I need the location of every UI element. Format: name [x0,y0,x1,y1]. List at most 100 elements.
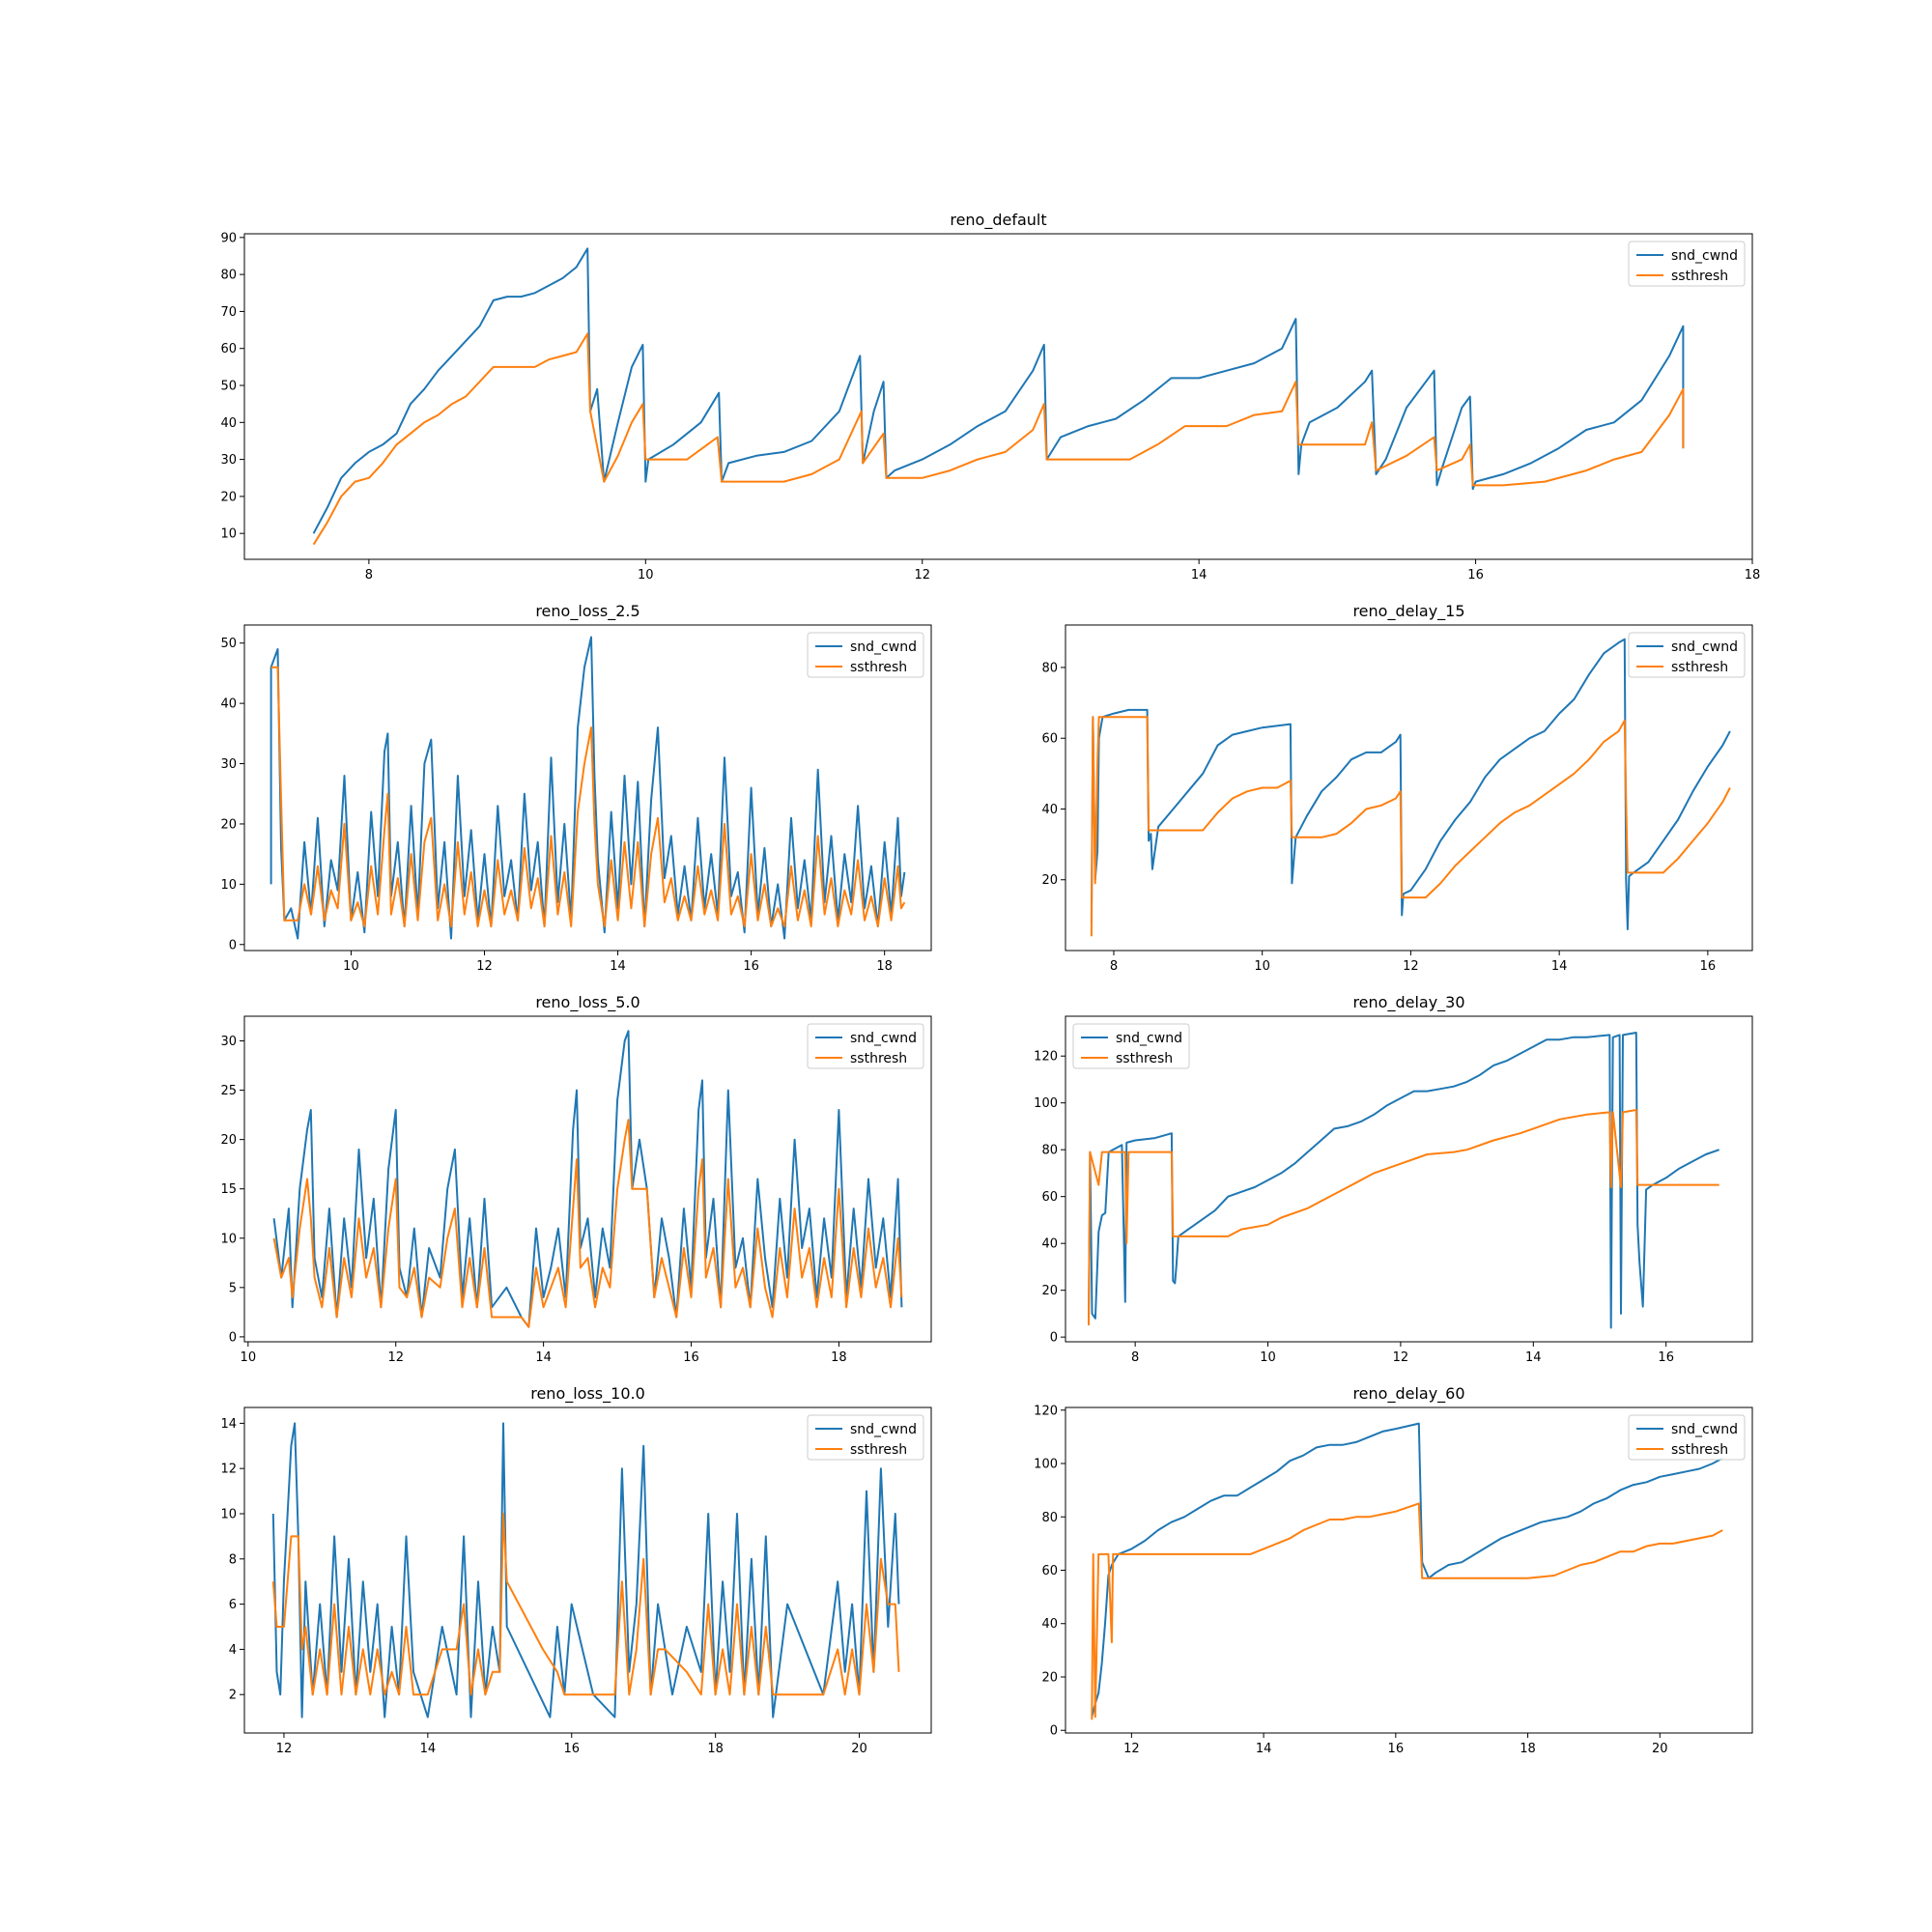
subplot-reno-loss-2-5: reno_loss_2.5 10 12 14 16 18 0 10 20 30 40 50 snd_cw… [220,602,932,974]
y-tick-label: 25 [220,1084,237,1098]
x-tick-label: 10 [241,1350,257,1365]
x-tick-label: 12 [914,568,930,582]
legend-label-ssthresh: ssthresh [850,1051,907,1066]
y-tick-label: 5 [229,1281,237,1295]
y-tick-label: 60 [1041,732,1058,747]
y-tick-label: 30 [220,453,237,468]
y-tick-label: 0 [229,1330,237,1345]
x-tick-label: 12 [387,1350,404,1365]
subplot-reno-delay-60: reno_delay_60 12 14 16 18 20 0 20 40 60 80 100 120 sn… [1034,1384,1753,1756]
y-tick-label: 40 [220,697,237,712]
series-line-snd_cwnd [271,1422,900,1719]
x-tick-label: 10 [1260,1350,1276,1365]
series-line-snd_cwnd [270,636,906,940]
x-tick-label: 16 [1700,959,1717,974]
series-line-snd_cwnd [272,1030,903,1328]
legend-label-ssthresh: ssthresh [850,1442,907,1458]
x-tick-label: 16 [743,959,759,974]
y-tick-label: 8 [229,1552,237,1567]
y-tick-label: 15 [220,1182,237,1197]
legend-label-snd_cwnd: snd_cwnd [1116,1031,1182,1046]
chart-title: reno_delay_30 [1352,993,1464,1012]
y-tick-label: 2 [229,1689,237,1703]
legend-label-snd_cwnd: snd_cwnd [850,1422,917,1437]
y-tick-label: 0 [229,938,237,952]
y-tick-label: 80 [1041,1144,1058,1158]
legend: snd_cwnd ssthresh [807,1023,924,1069]
y-tick-label: 50 [220,380,237,394]
x-tick-label: 16 [1388,1742,1405,1756]
series-line-ssthresh [312,332,1685,546]
x-tick-label: 14 [420,1742,437,1756]
y-tick-label: 10 [220,1507,237,1521]
series-line-ssthresh [1088,1109,1719,1326]
plot-area-frame [243,1406,932,1734]
legend: snd_cwnd ssthresh [1628,241,1746,287]
y-tick-label: 4 [229,1643,237,1658]
y-tick-label: 50 [220,637,237,651]
subplot-reno-delay-30: reno_delay_30 8 10 12 14 16 0 20 40 60 80 100 120 snd… [1034,993,1753,1365]
legend: snd_cwnd ssthresh [1072,1023,1190,1069]
y-tick-label: 60 [1041,1564,1058,1578]
x-tick-label: 16 [1658,1350,1674,1365]
x-tick-label: 18 [707,1742,724,1756]
plot-area-frame [243,624,932,952]
x-tick-label: 14 [1191,568,1208,582]
legend: snd_cwnd ssthresh [807,632,924,678]
plot-area-frame [1065,624,1753,952]
subplot-reno-loss-5-0: reno_loss_5.0 10 12 14 16 18 0 5 10 15 20 25 30 snd_c… [220,993,932,1365]
legend-label-snd_cwnd: snd_cwnd [1671,1422,1738,1437]
x-tick-label: 20 [1652,1742,1668,1756]
series-line-snd_cwnd [312,247,1685,534]
y-tick-label: 10 [220,1232,237,1246]
chart-title: reno_delay_60 [1352,1384,1464,1404]
legend: snd_cwnd ssthresh [1628,1414,1746,1461]
x-tick-label: 16 [683,1350,699,1365]
x-tick-label: 14 [1525,1350,1542,1365]
x-tick-label: 8 [365,568,373,582]
x-tick-label: 14 [535,1350,552,1365]
x-tick-label: 14 [610,959,626,974]
y-tick-label: 14 [220,1417,237,1432]
y-tick-label: 60 [220,342,237,356]
series-line-snd_cwnd [1088,1032,1720,1329]
y-tick-label: 40 [220,416,237,431]
subplot-reno-default: reno_default 8 10 12 14 16 18 10 20 30 40 50 60 70 80 9… [220,211,1760,582]
x-tick-label: 12 [1403,959,1419,974]
legend-label-snd_cwnd: snd_cwnd [850,1031,917,1046]
series-line-ssthresh [272,1119,903,1328]
series-line-ssthresh [271,1513,900,1696]
y-tick-label: 10 [220,527,237,542]
x-tick-label: 8 [1131,1350,1139,1365]
subplot-reno-delay-15: reno_delay_15 8 10 12 14 16 20 40 60 80 snd_cwndss… [1041,602,1753,974]
x-tick-label: 8 [1110,959,1118,974]
x-tick-label: 10 [1254,959,1270,974]
legend-label-snd_cwnd: snd_cwnd [1671,248,1738,264]
x-tick-label: 18 [1745,568,1761,582]
chart-title: reno_delay_15 [1352,602,1464,621]
legend: snd_cwnd ssthresh [1628,632,1746,678]
legend-label-ssthresh: ssthresh [1671,269,1728,284]
chart-title: reno_default [950,211,1046,230]
y-tick-label: 6 [229,1598,237,1612]
y-tick-label: 40 [1041,803,1058,817]
x-tick-label: 10 [343,959,359,974]
y-tick-label: 40 [1041,1617,1058,1632]
x-tick-label: 16 [563,1742,580,1756]
x-tick-label: 12 [1393,1350,1409,1365]
y-tick-label: 80 [220,269,237,283]
x-tick-label: 14 [1551,959,1568,974]
y-tick-label: 20 [1041,1670,1058,1685]
y-tick-label: 0 [1050,1331,1058,1346]
y-tick-label: 80 [1041,661,1058,675]
y-tick-label: 40 [1041,1237,1058,1252]
y-tick-label: 30 [220,757,237,772]
y-tick-label: 60 [1041,1190,1058,1205]
series-line-snd_cwnd [1090,638,1731,930]
y-tick-label: 20 [1041,1284,1058,1298]
legend-label-ssthresh: ssthresh [1671,660,1728,675]
y-tick-label: 20 [220,490,237,504]
y-tick-label: 70 [220,305,237,320]
x-tick-label: 12 [1123,1742,1140,1756]
